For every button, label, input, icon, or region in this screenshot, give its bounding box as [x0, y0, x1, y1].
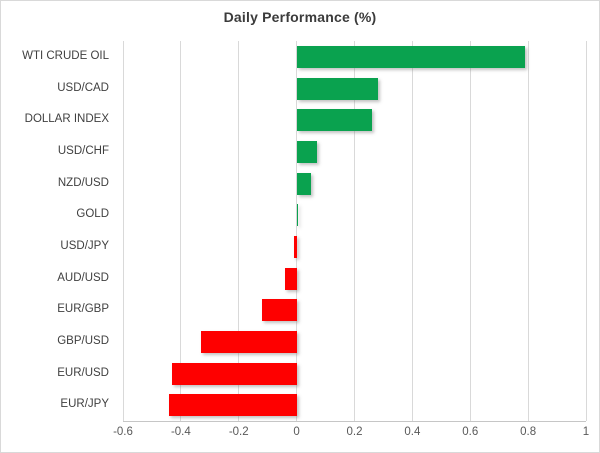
- x-tick-label: -0.4: [170, 426, 191, 438]
- chart-title: Daily Performance (%): [223, 9, 377, 25]
- bar-usd-chf: [296, 140, 317, 163]
- category-label: EUR/USD: [57, 366, 109, 379]
- bar-wti-crude-oil: [296, 45, 526, 68]
- bar-aud-usd: [285, 267, 297, 290]
- category-label: USD/JPY: [60, 239, 109, 252]
- gridline: [238, 41, 240, 421]
- x-tick-label: -0.6: [113, 426, 133, 438]
- x-tick-label: 0.8: [520, 426, 537, 438]
- bar-eur-usd: [172, 362, 297, 385]
- bar-gold: [296, 204, 298, 227]
- bar-eur-jpy: [169, 394, 297, 417]
- category-label: GOLD: [76, 208, 109, 221]
- bar-usd-jpy: [293, 235, 297, 258]
- bar-eur-gbp: [261, 299, 297, 322]
- category-label: GBP/USD: [57, 334, 109, 347]
- x-axis-line: [123, 421, 586, 422]
- x-tick-label: 0.6: [462, 426, 479, 438]
- category-label: AUD/USD: [57, 271, 109, 284]
- category-label: DOLLAR INDEX: [24, 113, 109, 126]
- category-label: USD/CAD: [57, 81, 109, 94]
- gridline: [122, 41, 124, 421]
- category-label: NZD/USD: [57, 176, 109, 189]
- x-axis-tick-labels: -0.6 -0.4 -0.2 0 0.2 0.4 0.6 0.8 1: [1, 426, 599, 446]
- gridline: [527, 41, 529, 421]
- category-label: EUR/GBP: [57, 303, 109, 316]
- gridline: [411, 41, 413, 421]
- category-label: EUR/JPY: [60, 398, 109, 411]
- x-tick-label: 0: [293, 426, 300, 438]
- gridline: [180, 41, 182, 421]
- category-label: WTI CRUDE OIL: [22, 49, 109, 62]
- category-axis-labels: WTI CRUDE OIL USD/CAD DOLLAR INDEX USD/CHF N…: [1, 41, 109, 421]
- plot-area: [122, 41, 587, 421]
- x-tick-label: -0.2: [228, 426, 249, 438]
- category-label: USD/CHF: [57, 144, 109, 157]
- bar-usd-cad: [296, 77, 378, 100]
- gridline: [469, 41, 471, 421]
- x-tick-label: 0.2: [346, 426, 363, 438]
- x-tick-label: 1: [582, 426, 590, 438]
- bar-nzd-usd: [296, 172, 312, 195]
- gridline: [585, 41, 587, 421]
- x-tick-label: 0.4: [404, 426, 421, 438]
- gridline: [296, 41, 298, 421]
- gridline: [354, 41, 355, 421]
- bar-dollar-index: [296, 109, 372, 132]
- bar-gbp-usd: [201, 330, 297, 353]
